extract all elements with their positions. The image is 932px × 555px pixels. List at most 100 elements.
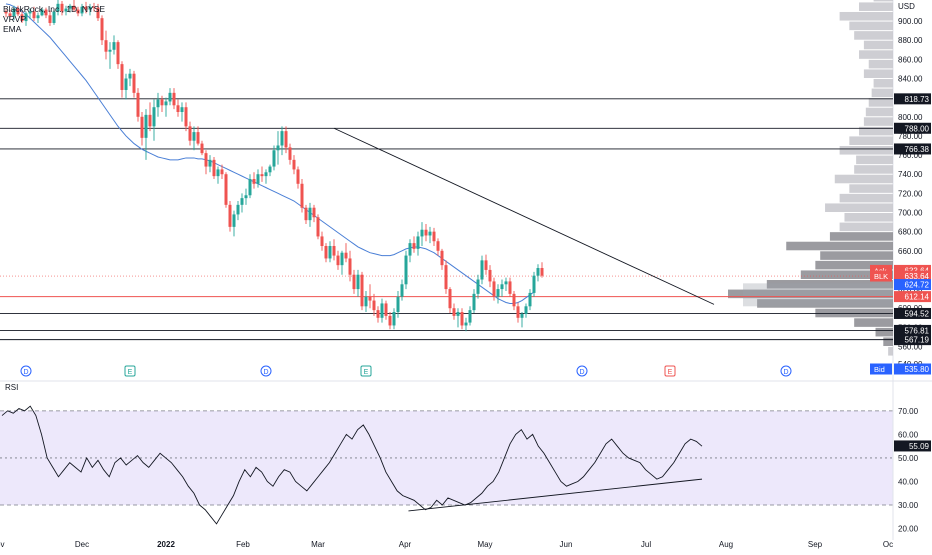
price-label-box [894,143,931,155]
candle [228,201,232,232]
candle [76,6,80,17]
dividend-marker-icon [20,365,32,377]
candle-body [540,268,544,276]
candle-body [156,99,160,108]
price-trendline [333,127,715,305]
candle [432,227,436,247]
candle-body [348,258,352,275]
candle [400,279,404,301]
candle-body [488,269,492,282]
candle-body [508,281,512,294]
volume-profile-bar [863,117,893,126]
price-label-tag-box [870,264,892,276]
candle [412,236,416,253]
indicator-ema-label[interactable]: EMA [3,24,22,34]
candle [420,222,424,247]
candle [512,290,516,311]
candle-body [28,11,32,14]
candle [516,302,520,323]
candle-body [148,114,152,127]
price-axis-tick: 660.00 [898,247,923,256]
candle [524,303,528,318]
candle [96,3,100,22]
candle [536,264,540,282]
candle [328,241,332,263]
price-label: 594.52 [894,307,931,319]
candle-body [424,229,428,236]
candle-body [240,198,244,205]
candle [340,250,344,275]
price-label: 633.64 BLK [870,270,931,282]
candle [240,193,244,213]
volume-profile-bar [815,308,893,318]
candle-body [440,250,444,266]
candle [444,260,448,294]
candle-body [24,13,28,22]
event-marker-label: D [263,369,268,376]
candle-body [504,281,508,285]
indicator-vrvp-label[interactable]: VRVP [3,14,26,24]
event-marker-label: E [128,369,133,376]
candle [92,2,96,12]
candle-body [496,289,500,297]
candle [172,88,176,110]
volume-profile-bar [786,241,893,251]
candle [20,11,24,23]
volume-profile-bar [728,289,893,299]
price-axis-tick: 740.00 [898,170,923,179]
candle-body [464,322,468,326]
candle-body [500,284,504,290]
candle-body [196,132,200,144]
candle [288,143,292,165]
volume-profile-bar [871,88,893,98]
volume-profile-bar [868,59,893,69]
price-label-value: 766.38 [905,145,930,154]
candle-body [512,293,516,307]
price-label: 766.38 [894,143,931,155]
volume-profile-bar [873,0,893,2]
candle [196,126,200,146]
candle-body [68,5,72,9]
candle-body [516,306,520,318]
price-axis-tick: 880.00 [898,36,923,45]
candle-body [296,169,300,184]
candle [476,274,480,299]
price-label-box [894,324,931,336]
candle-body [340,252,344,266]
candle [388,312,392,330]
candle [248,174,252,199]
candle [44,7,48,19]
volume-profile-bar [875,327,893,337]
candle [348,250,352,282]
candle [160,95,164,112]
candle [140,111,144,146]
price-axis-tick: 680.00 [898,228,923,237]
volume-profile-bar [820,251,893,260]
rsi-axis-tick: 50.00 [898,454,919,463]
candle [232,210,236,237]
candle-body [180,107,184,112]
candle [68,3,72,13]
volume-profile-bar [854,165,893,174]
candle-body [428,231,432,236]
candle-body [60,3,64,12]
candle-body [112,42,116,50]
candle [16,5,20,17]
rsi-axis-tick: 20.00 [898,525,919,534]
candle [324,243,328,263]
candle [204,150,208,175]
candle [356,269,360,297]
price-label-value: 624.72 [905,281,930,290]
price-label-box [894,291,931,303]
candle-body [128,73,132,79]
candle-body [20,14,24,22]
candle [148,102,152,132]
candle-body [476,279,480,294]
price-axis-tick: 900.00 [898,17,923,26]
price-label-value: 818.73 [905,95,930,104]
candle [384,300,388,320]
candle [252,172,256,189]
volume-profile-bar [868,98,893,107]
